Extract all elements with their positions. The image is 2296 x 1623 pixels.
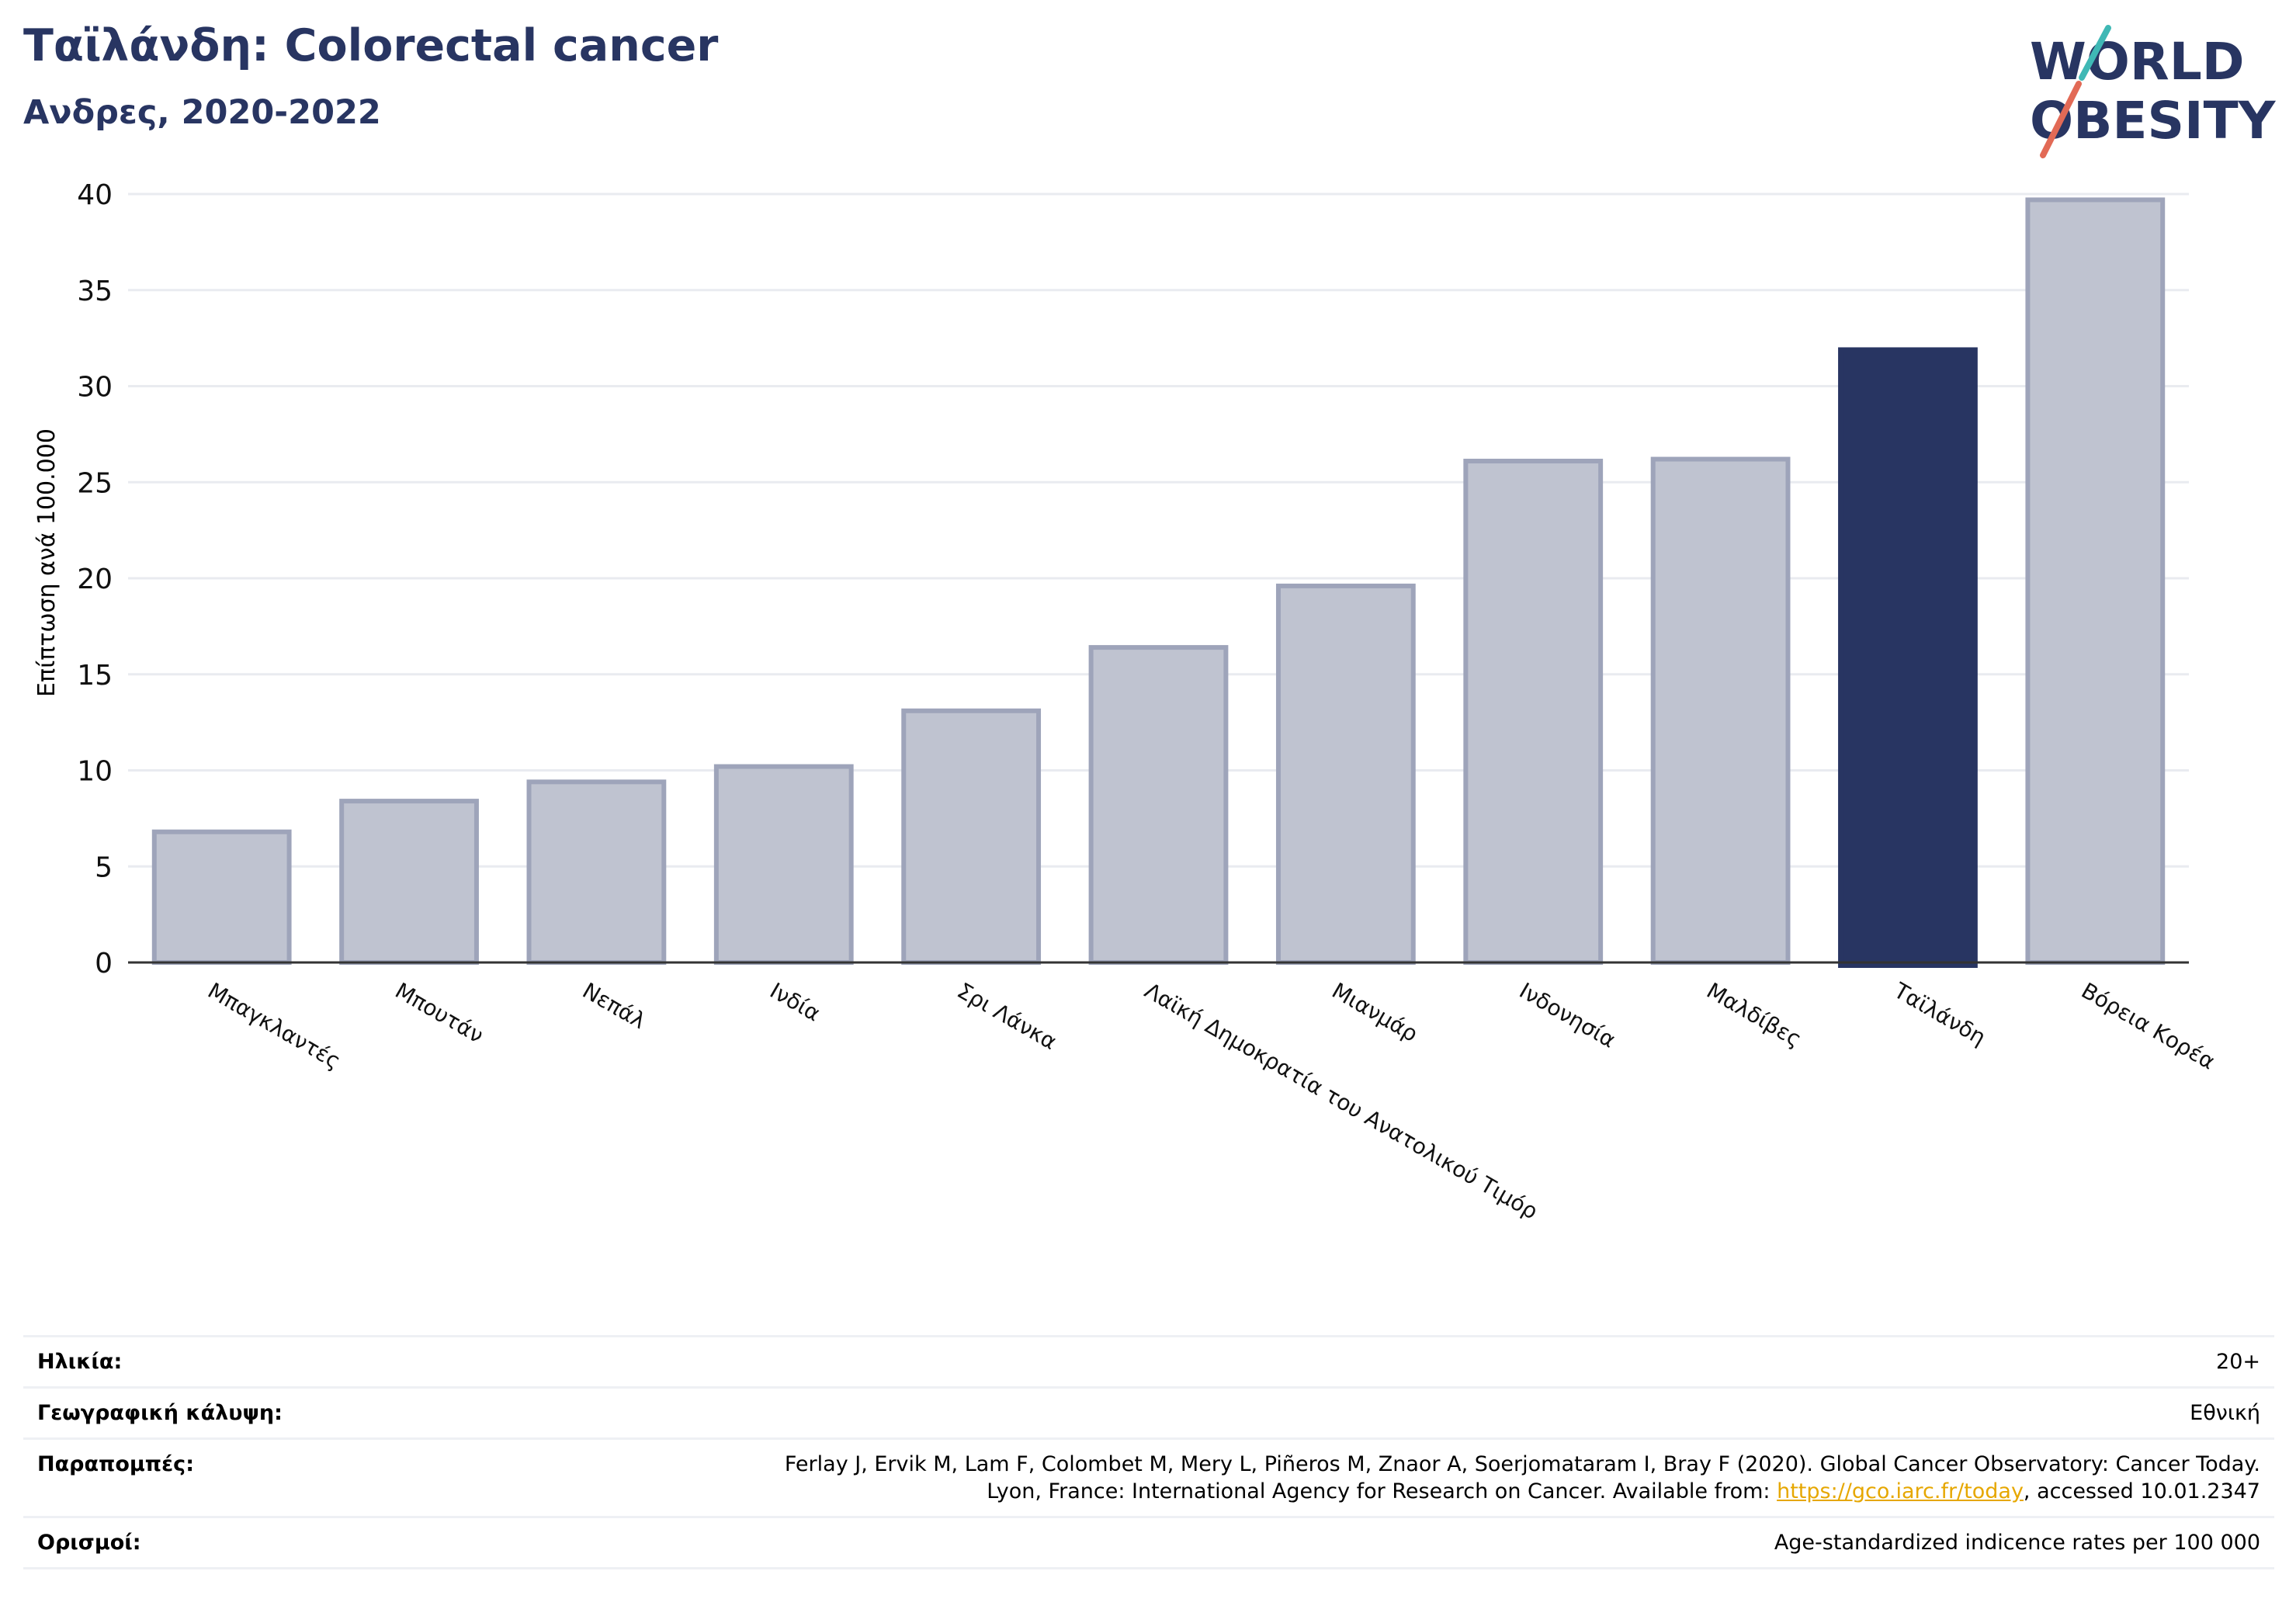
bar [2025,197,2166,965]
metadata-table: Ηλικία: 20+ Γεωγραφική κάλυψη: Εθνική Πα… [23,1335,2274,1569]
chart-title: Ταϊλάνδη: Colorectal cancer [23,20,719,71]
x-tick-label: Μιανμάρ [1327,977,1422,1046]
x-tick-label: Βόρεια Κορέα [2077,977,2220,1074]
x-tick-label: Ινδονησία [1515,977,1620,1053]
x-tick-label: Λαϊκή Δημοκρατία του Ανατολικού Τιμόρ [1140,977,1542,1224]
y-tick-label: 15 [77,660,113,692]
bar [526,779,667,965]
meta-row-definitions: Ορισμοί: Age-standardized indicence rate… [23,1516,2274,1569]
bar [1275,583,1416,966]
x-tick-label: Ινδία [765,977,824,1026]
x-axis-labels: Μπαγκλαντές Μπουτάν Νεπάλ Ινδία Σρι Λάνκα Λαϊ… [203,977,2219,1225]
definitions-value: Age-standardized indicence rates per 100… [1774,1531,2260,1555]
meta-row-references: Παραπομπές: Ferlay J, Ervik M, Lam F, Co… [23,1437,2274,1516]
y-tick-label: 20 [77,564,113,595]
bar-chart: 0 5 10 15 20 25 30 35 40 Μπαγκλαντές Μπουτάν Νεπάλ… [33,179,2219,1225]
bars [151,197,2166,969]
y-axis-title: Επίπτωση ανά 100.000 [33,428,61,697]
y-tick-label: 0 [95,948,113,980]
y-tick-label: 30 [77,372,113,404]
references-line2-post: , accessed 10.01.2347 [2023,1479,2260,1503]
references-link[interactable]: https://gco.iarc.fr/today [1777,1479,2024,1503]
meta-row-coverage: Γεωγραφική κάλυψη: Εθνική [23,1386,2274,1437]
y-tick-label: 40 [77,179,113,211]
logo-slash-teal [2079,25,2111,81]
references-line2-pre: Lyon, France: International Agency for R… [987,1479,1777,1503]
bar [1650,456,1791,965]
references-value: Ferlay J, Ervik M, Lam F, Colombet M, Me… [785,1451,2260,1505]
y-tick-label: 25 [77,467,113,499]
bar [1838,347,1978,969]
bar [151,829,292,965]
chart-subtitle: Ανδρες, 2020-2022 [23,93,381,132]
world-obesity-logo: WORLD OBESITY [2030,25,2277,158]
x-tick-label: Μαλδίβες [1702,977,1806,1052]
coverage-label: Γεωγραφική κάλυψη: [37,1401,283,1425]
x-tick-label: Ταϊλάνδη [1889,977,1990,1050]
meta-row-age: Ηλικία: 20+ [23,1335,2274,1386]
x-tick-label: Σρι Λάνκα [953,977,1062,1055]
definitions-label: Ορισμοί: [37,1531,141,1555]
age-value: 20+ [2216,1350,2260,1374]
x-tick-label: Μπουτάν [391,977,488,1048]
bar [713,764,854,965]
bar [901,708,1042,966]
y-tick-label: 10 [77,756,113,788]
references-label: Παραπομπές: [37,1452,194,1476]
references-line1: Ferlay J, Ervik M, Lam F, Colombet M, Me… [784,1452,2260,1476]
logo-slash-red [2040,81,2082,158]
bar [1088,645,1229,965]
x-tick-label: Νεπάλ [578,977,650,1034]
bar [339,799,479,965]
age-label: Ηλικία: [37,1350,123,1374]
bar [1463,459,1604,965]
y-tick-label: 35 [77,276,113,307]
y-tick-label: 5 [95,851,113,883]
x-tick-label: Μπαγκλαντές [203,977,345,1073]
y-axis-ticks: 0 5 10 15 20 25 30 35 40 [77,179,113,980]
coverage-value: Εθνική [2190,1401,2260,1425]
logo-line1: WORLD [2030,32,2245,92]
